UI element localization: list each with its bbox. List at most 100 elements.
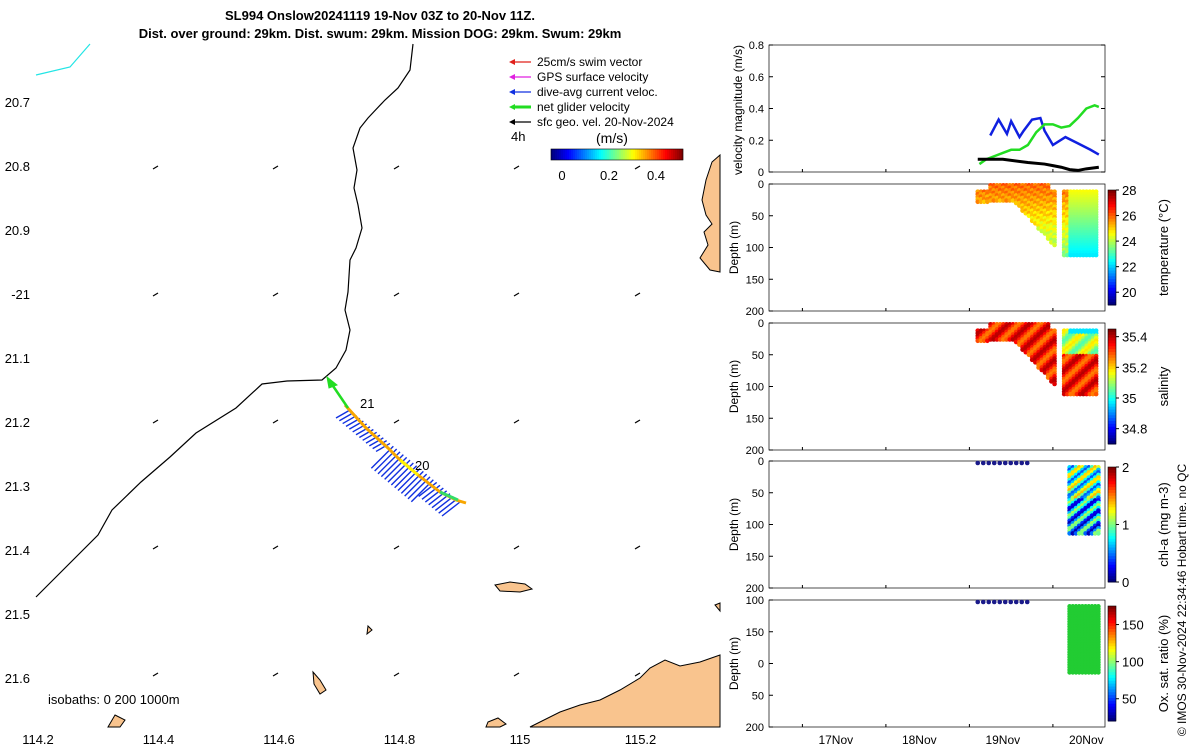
geo-arrow [513, 165, 520, 170]
profile-dot [1073, 531, 1079, 536]
colorbar-cell [1108, 273, 1116, 277]
colorbar-cell [1108, 654, 1116, 659]
y-tick-label: 100 [746, 382, 764, 394]
colorbar-cell [611, 149, 614, 160]
colorbar-cell [591, 149, 594, 160]
colorbar-cell [1108, 426, 1116, 431]
colorbar-cell [1108, 541, 1116, 546]
colorbar-cell [1108, 366, 1116, 370]
colorbar-cell [1108, 253, 1116, 257]
profile-dot [1004, 198, 1009, 203]
colorbar-cell [1108, 218, 1116, 223]
y-axis-label: Depth (m) [727, 498, 741, 551]
figure-subtitle: Dist. over ground: 29km. Dist. swum: 29k… [138, 26, 622, 41]
profile-dot [975, 460, 981, 466]
colorbar-cell [567, 149, 570, 160]
y-tick-label: 200 [746, 445, 764, 457]
isobath-cyan [35, 43, 91, 76]
colorbar-cell [1108, 515, 1116, 520]
colorbar-tick-label: 100 [1122, 655, 1144, 670]
y-tick-label: 100 [746, 520, 764, 532]
legend-label: dive-avg current veloc. [537, 85, 658, 99]
geo-arrow [272, 545, 279, 550]
colorbar-cell [1108, 192, 1116, 197]
colorbar-cell [1108, 261, 1116, 266]
colorbar-cell [1108, 695, 1116, 699]
colorbar-cell [599, 149, 602, 160]
y-tick-label: 0.6 [749, 72, 764, 84]
geo-arrow [513, 292, 520, 297]
profile-dot [988, 337, 993, 342]
profile-dot [978, 338, 984, 344]
colorbar-cell [1108, 487, 1116, 491]
colorbar-unit: (m/s) [596, 130, 628, 146]
colorbar-cell [1108, 337, 1116, 341]
colorbar-cell [607, 149, 610, 160]
colorbar-cell [1108, 620, 1116, 624]
colorbar-cell [617, 149, 620, 160]
colorbar-cell [1108, 573, 1116, 577]
colorbar-cell [1108, 518, 1116, 523]
colorbar-tick-label: 22 [1122, 260, 1136, 275]
colorbar-cell [1108, 467, 1116, 471]
colorbar-cell [557, 149, 560, 160]
colorbar-cell [1108, 553, 1116, 557]
colorbar-cell [1108, 663, 1116, 667]
colorbar-cell [1108, 415, 1116, 419]
profile-dot [1029, 357, 1035, 363]
profile-dot [994, 337, 1000, 342]
map-y-tick: -21 [11, 287, 30, 302]
colorbar-cell [551, 149, 554, 160]
colorbar-cell [1108, 357, 1116, 362]
colorbar-cell [1108, 495, 1116, 500]
colorbar-cell [1108, 698, 1116, 702]
profile-dot [980, 599, 986, 605]
profile-dot [1001, 198, 1006, 203]
colorbar-cell [1108, 666, 1116, 670]
y-tick-label: 0 [758, 456, 764, 468]
profile-dots [975, 182, 1099, 258]
colorbar-cell [1108, 700, 1116, 705]
y-axis-label: Depth (m) [727, 221, 741, 274]
colorbar-cell [559, 149, 562, 160]
colorbar-cell [1108, 631, 1116, 636]
profile-dot [986, 460, 992, 466]
profile-dot [1093, 252, 1099, 258]
y-tick-label: 0.2 [749, 135, 764, 147]
geo-arrow [393, 165, 400, 170]
y-axis-label: Depth (m) [727, 360, 741, 413]
geo-arrow [152, 292, 159, 297]
y-tick-label: 50 [752, 211, 764, 223]
profile-dot [991, 599, 997, 605]
colorbar-cell [1108, 561, 1116, 566]
colorbar-cell [1108, 293, 1116, 297]
colorbar-cell [637, 149, 640, 160]
colorbar-cell [1108, 533, 1116, 537]
y-tick-label: 200 [746, 583, 764, 595]
colorbar-cell [1108, 380, 1116, 385]
profile-dot [1017, 203, 1022, 208]
colorbar-cell [1108, 198, 1116, 202]
colorbar-cell [1108, 677, 1116, 682]
legend-label: 25cm/s swim vector [537, 55, 642, 69]
colorbar-cell [1108, 608, 1116, 613]
panel-1: 0 0.2 0.4 0.6 0.8 velocity magnitude (m/s) [731, 40, 1106, 179]
geo-arrow [272, 672, 279, 677]
colorbar-cell [679, 149, 682, 160]
map-y-tick: 20.7 [5, 95, 30, 110]
colorbar-cell [589, 149, 592, 160]
y-tick-label: 150 [746, 274, 764, 286]
panel-5: 50 100 150 0 200 Depth (m) 50 100 150 Ox. sat. ra… [727, 595, 1171, 734]
colorbar-cell [629, 149, 632, 160]
current-vector [421, 484, 441, 500]
profile-dot [1042, 370, 1048, 375]
colorbar-cell [625, 149, 628, 160]
geo-arrow [393, 292, 400, 297]
profile-dot [1084, 252, 1089, 258]
profile-dot [1068, 252, 1073, 258]
profile-dot [1008, 599, 1014, 605]
profile-dot [1071, 391, 1077, 397]
colorbar-cell [1108, 629, 1116, 633]
colorbar-cell [573, 149, 576, 160]
